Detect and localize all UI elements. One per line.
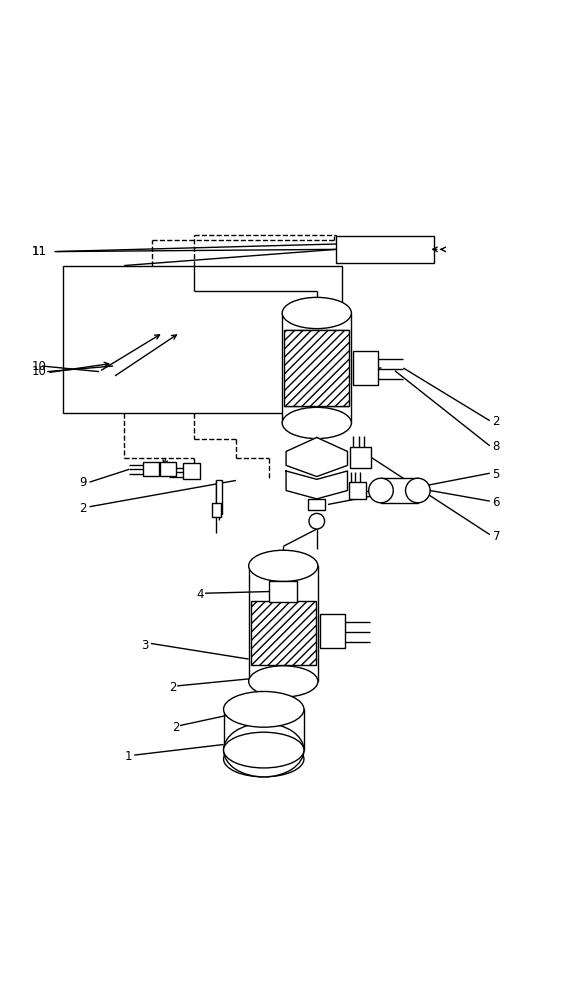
Text: 10: 10 <box>32 365 47 378</box>
Ellipse shape <box>224 732 304 768</box>
Text: 10: 10 <box>32 360 47 373</box>
Text: 3: 3 <box>141 639 148 652</box>
Ellipse shape <box>224 723 304 777</box>
Bar <box>269 581 297 602</box>
Text: 6: 6 <box>493 496 500 509</box>
Text: 5: 5 <box>493 468 500 481</box>
Text: 2: 2 <box>493 415 500 428</box>
Text: 7: 7 <box>493 530 500 543</box>
Text: 4: 4 <box>197 588 204 601</box>
Text: 2: 2 <box>169 681 176 694</box>
Ellipse shape <box>282 407 351 439</box>
Bar <box>337 236 434 263</box>
Bar <box>160 462 176 476</box>
Bar <box>282 313 351 423</box>
Bar <box>212 503 221 517</box>
Bar <box>224 709 304 750</box>
Bar <box>251 601 316 665</box>
Text: 11: 11 <box>32 245 47 258</box>
Bar <box>353 351 378 385</box>
Ellipse shape <box>249 550 318 582</box>
Polygon shape <box>286 471 347 499</box>
Bar <box>63 266 342 413</box>
Text: 2: 2 <box>80 502 87 515</box>
Text: 9: 9 <box>80 476 87 489</box>
Ellipse shape <box>282 297 351 329</box>
Bar <box>309 499 325 510</box>
Ellipse shape <box>369 478 393 503</box>
Bar <box>320 614 344 648</box>
Bar <box>349 482 366 499</box>
Text: 8: 8 <box>493 440 500 453</box>
Ellipse shape <box>249 666 318 697</box>
Bar <box>143 462 159 476</box>
Ellipse shape <box>224 741 304 777</box>
Bar <box>249 566 318 681</box>
Bar <box>381 478 418 503</box>
Text: 11: 11 <box>32 245 47 258</box>
Ellipse shape <box>309 513 325 529</box>
Bar <box>350 447 371 468</box>
Text: 1: 1 <box>124 750 132 763</box>
Bar <box>183 463 200 479</box>
Polygon shape <box>286 437 347 477</box>
Text: 2: 2 <box>172 721 179 734</box>
Bar <box>216 480 223 514</box>
Ellipse shape <box>224 691 304 727</box>
Ellipse shape <box>406 478 430 503</box>
Bar <box>284 330 349 406</box>
